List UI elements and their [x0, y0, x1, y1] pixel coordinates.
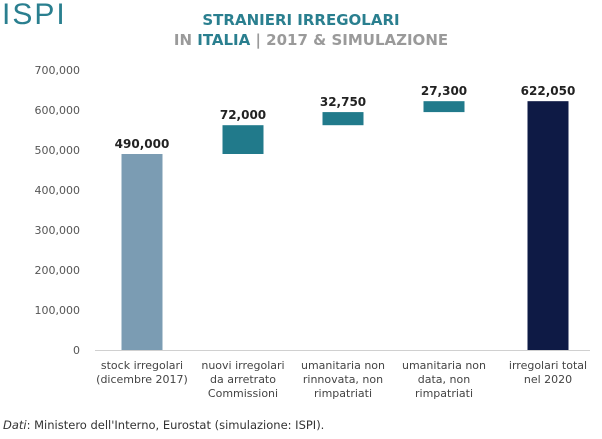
title-highlight: ITALIA — [197, 31, 251, 49]
category-label: rimpatriati — [415, 387, 473, 400]
y-tick-label: 700,000 — [35, 64, 81, 77]
bar — [423, 101, 465, 113]
data-label: 27,300 — [421, 84, 467, 98]
category-label: rimpatriati — [314, 387, 372, 400]
category-label: Commissioni — [208, 387, 278, 400]
category-label: rinnovata, non — [303, 373, 383, 386]
category-label: nel 2020 — [524, 373, 572, 386]
category-label: umanitaria non — [301, 359, 385, 372]
y-tick-label: 100,000 — [35, 304, 81, 317]
category-label: umanitaria non — [402, 359, 486, 372]
y-tick-label: 600,000 — [35, 104, 81, 117]
y-tick-label: 200,000 — [35, 264, 81, 277]
category-label: irregolari total — [509, 359, 587, 372]
source-note: Dati: Ministero dell'Interno, Eurostat (… — [3, 418, 324, 432]
chart-title-line2: IN ITALIA | 2017 & SIMULAZIONE — [10, 31, 602, 49]
bar — [222, 125, 264, 154]
category-label: data, non — [418, 373, 470, 386]
chart-title-line1: STRANIERI IRREGOLARI — [202, 11, 400, 29]
y-tick-label: 500,000 — [35, 144, 81, 157]
title-prefix: IN — [173, 31, 198, 49]
bar — [322, 112, 364, 126]
category-label: (dicembre 2017) — [96, 373, 188, 386]
title-suffix: | 2017 & SIMULAZIONE — [250, 31, 449, 49]
y-tick-label: 400,000 — [35, 184, 81, 197]
ispi-logo: ISPI — [2, 0, 67, 31]
data-label: 490,000 — [115, 137, 170, 151]
data-label: 72,000 — [220, 108, 266, 122]
category-label: da arretrato — [210, 373, 276, 386]
source-text: : Ministero dell'Interno, Eurostat (simu… — [26, 418, 325, 432]
data-label: 32,750 — [320, 95, 366, 109]
category-label: nuovi irregolari — [201, 359, 284, 372]
source-label: Dati — [3, 418, 27, 432]
data-label: 622,050 — [521, 84, 576, 98]
y-tick-label: 300,000 — [35, 224, 81, 237]
bar — [527, 101, 569, 351]
category-label: stock irregolari — [101, 359, 183, 372]
y-tick-label: 0 — [73, 344, 80, 357]
bar — [121, 154, 163, 350]
